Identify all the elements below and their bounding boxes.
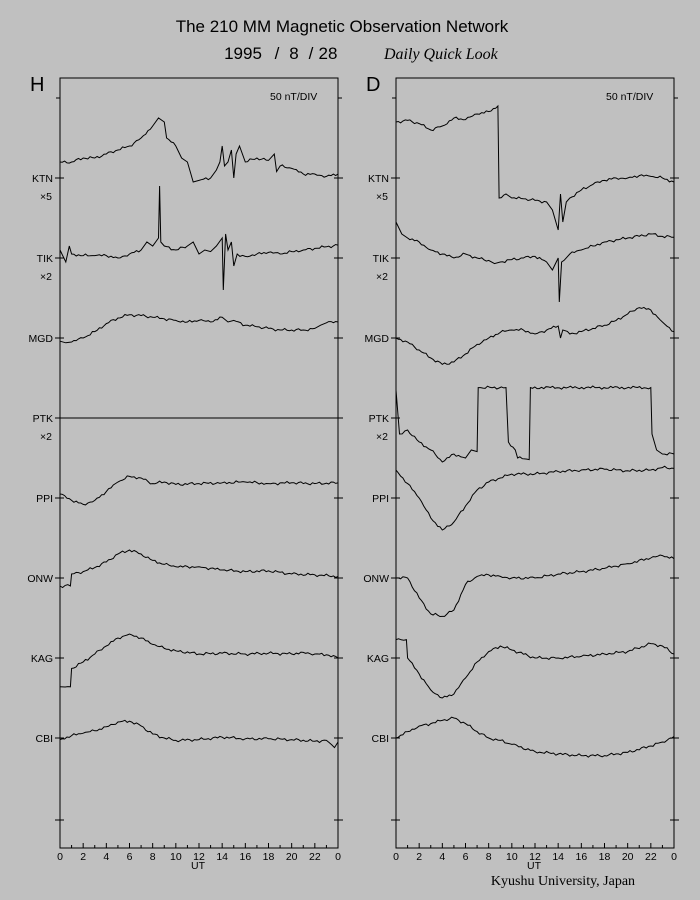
x-tick-label: 12 <box>529 851 541 863</box>
x-axis-label: UT <box>527 860 542 872</box>
station-label-kag: KAG <box>367 653 389 665</box>
trace-tik <box>395 221 675 303</box>
x-tick-label: 22 <box>309 851 321 863</box>
trace-onw <box>59 549 339 589</box>
x-tick-label: 2 <box>80 851 86 863</box>
x-tick-label: 18 <box>599 851 611 863</box>
figure-title: The 210 MM Magnetic Observation Network <box>176 17 509 36</box>
x-tick-label: 10 <box>506 851 518 863</box>
trace-ppi <box>395 465 675 531</box>
trace-ppi <box>59 475 339 506</box>
station-label-cbi: CBI <box>35 733 53 745</box>
trace-mgd <box>395 306 675 366</box>
panel-label: D <box>366 74 380 96</box>
station-factor: ×5 <box>40 191 52 203</box>
trace-mgd <box>59 313 339 344</box>
date-year: 1995 <box>224 44 262 63</box>
panel-h: H 50 nT/DIV KTN ×5 TIK ×2 MGD PTK ×2 PPI ONW KAG CBI… <box>27 74 343 872</box>
x-tick-label: 4 <box>439 851 445 863</box>
x-tick-label: 0 <box>393 851 399 863</box>
x-tick-label: 10 <box>170 851 182 863</box>
station-factor: ×5 <box>376 191 388 203</box>
trace-cbi <box>395 716 675 758</box>
station-label-ptk: PTK <box>369 413 389 425</box>
scale-label: 50 nT/DIV <box>270 91 317 103</box>
trace-kag <box>59 633 339 688</box>
station-factor: ×2 <box>376 431 388 443</box>
x-tick-label: 18 <box>263 851 275 863</box>
trace-ktn <box>59 117 339 183</box>
figure-subtitle: Daily Quick Look <box>383 46 499 63</box>
scale-label: 50 nT/DIV <box>606 91 653 103</box>
trace-kag <box>395 638 675 699</box>
plot-frame <box>59 77 339 849</box>
station-factor: ×2 <box>40 431 52 443</box>
panel-label: H <box>30 74 44 96</box>
station-label-ppi: PPI <box>36 493 53 505</box>
station-label-ktn: KTN <box>368 173 389 185</box>
station-label-ktn: KTN <box>32 173 53 185</box>
x-tick-label: 0 <box>671 851 677 863</box>
x-tick-label: 12 <box>193 851 205 863</box>
station-label-onw: ONW <box>363 573 389 585</box>
trace-ptk <box>395 385 675 463</box>
station-label-tik: TIK <box>37 253 53 265</box>
x-tick-label: 20 <box>286 851 298 863</box>
trace-onw <box>395 554 675 618</box>
station-label-cbi: CBI <box>371 733 389 745</box>
station-label-ptk: PTK <box>33 413 53 425</box>
x-tick-label: 22 <box>645 851 657 863</box>
station-label-tik: TIK <box>373 253 389 265</box>
x-tick-label: 6 <box>463 851 469 863</box>
x-tick-label: 2 <box>416 851 422 863</box>
station-label-mgd: MGD <box>29 333 54 345</box>
trace-ktn <box>395 104 675 231</box>
institution-credit: Kyushu University, Japan <box>491 874 635 889</box>
x-tick-label: 16 <box>239 851 251 863</box>
x-tick-label: 20 <box>622 851 634 863</box>
x-tick-label: 14 <box>216 851 228 863</box>
x-tick-label: 6 <box>127 851 133 863</box>
x-axis-label: UT <box>191 860 206 872</box>
station-label-mgd: MGD <box>365 333 390 345</box>
station-factor: ×2 <box>40 271 52 283</box>
trace-cbi <box>59 719 339 749</box>
x-tick-label: 8 <box>486 851 492 863</box>
x-tick-label: 0 <box>335 851 341 863</box>
date-day: 28 <box>319 44 338 63</box>
station-label-kag: KAG <box>31 653 53 665</box>
x-tick-label: 8 <box>150 851 156 863</box>
date-separator-1: / <box>275 44 280 63</box>
x-tick-label: 0 <box>57 851 63 863</box>
station-label-ppi: PPI <box>372 493 389 505</box>
station-label-onw: ONW <box>27 573 53 585</box>
x-tick-label: 4 <box>103 851 109 863</box>
trace-tik <box>59 185 339 291</box>
station-factor: ×2 <box>376 271 388 283</box>
x-tick-label: 14 <box>552 851 564 863</box>
panel-d: D 50 nT/DIV KTN ×5 TIK ×2 MGD PTK ×2 PPI ONW KAG CBI… <box>363 74 679 872</box>
plot-frame <box>395 77 675 849</box>
x-tick-label: 16 <box>575 851 587 863</box>
date-month: 8 <box>289 44 298 63</box>
date-separator-2: / <box>309 44 314 63</box>
